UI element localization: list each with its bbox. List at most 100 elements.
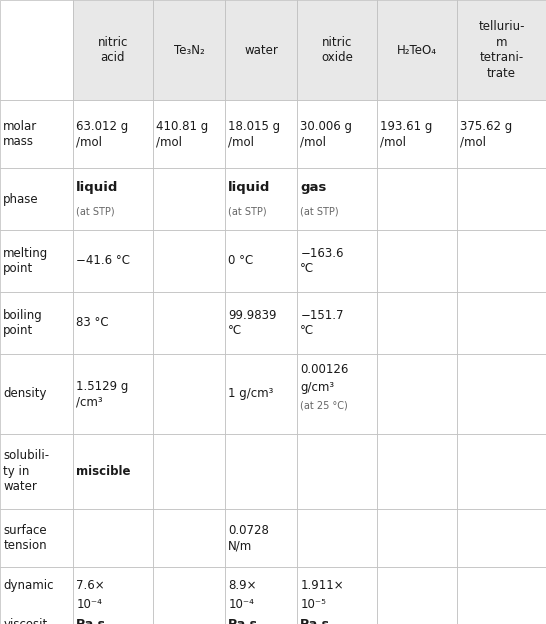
Text: dynamic: dynamic [3,580,54,592]
Bar [457,168,546,230]
Bar [73,100,153,168]
Text: melting
point: melting point [3,246,49,275]
Text: phase: phase [3,192,39,205]
Text: gas: gas [300,182,327,194]
Text: 0.0728
N/m: 0.0728 N/m [228,524,269,552]
Bar [457,567,546,624]
Bar [225,434,297,509]
Bar [297,168,377,230]
Text: g/cm³: g/cm³ [300,381,334,394]
Text: telluriu-
m
tetrani-
trate: telluriu- m tetrani- trate [478,20,525,80]
Text: water: water [244,44,278,57]
Bar [377,292,457,354]
Bar [0,509,73,567]
Bar [153,100,225,168]
Text: 18.015 g
/mol: 18.015 g /mol [228,120,281,149]
Bar [0,168,73,230]
Bar [153,168,225,230]
Bar [225,354,297,434]
Bar [377,0,457,100]
Bar [457,230,546,292]
Text: molar
mass: molar mass [3,120,38,149]
Bar [225,567,297,624]
Bar [297,434,377,509]
Bar [153,434,225,509]
Text: 1.911×: 1.911× [300,580,344,592]
Bar [153,354,225,434]
Bar [0,567,73,624]
Text: liquid: liquid [228,182,271,194]
Text: 10⁻⁵: 10⁻⁵ [300,598,326,612]
Bar [153,292,225,354]
Bar [457,509,546,567]
Bar [377,100,457,168]
Text: (at STP): (at STP) [300,207,339,217]
Bar [73,168,153,230]
Bar [377,567,457,624]
Bar [377,509,457,567]
Bar [225,0,297,100]
Bar [297,354,377,434]
Text: solubili-
ty in
water: solubili- ty in water [3,449,49,494]
Bar [73,434,153,509]
Bar [225,292,297,354]
Bar [0,354,73,434]
Text: 410.81 g
/mol: 410.81 g /mol [156,120,209,149]
Text: viscosit-: viscosit- [3,618,52,624]
Bar [0,0,73,100]
Bar [457,100,546,168]
Text: 1.5129 g
/cm³: 1.5129 g /cm³ [76,380,129,408]
Bar [73,354,153,434]
Text: −163.6
°C: −163.6 °C [300,246,344,275]
Bar [73,0,153,100]
Text: Pa s: Pa s [300,618,329,624]
Text: density: density [3,388,47,401]
Text: Pa s: Pa s [228,618,257,624]
Text: H₂TeO₄: H₂TeO₄ [397,44,437,57]
Bar [297,509,377,567]
Bar [225,230,297,292]
Bar [153,230,225,292]
Text: (at 25 °C): (at 25 °C) [300,401,348,411]
Text: 7.6×: 7.6× [76,580,105,592]
Bar [457,354,546,434]
Bar [297,100,377,168]
Bar [225,100,297,168]
Text: 83 °C: 83 °C [76,316,109,329]
Text: (at STP): (at STP) [76,207,115,217]
Bar [297,567,377,624]
Text: liquid: liquid [76,182,118,194]
Bar [73,230,153,292]
Text: Pa s: Pa s [76,618,105,624]
Bar [457,292,546,354]
Bar [0,292,73,354]
Bar [225,509,297,567]
Text: 10⁻⁴: 10⁻⁴ [76,598,102,612]
Bar [457,0,546,100]
Bar [377,434,457,509]
Text: 30.006 g
/mol: 30.006 g /mol [300,120,352,149]
Text: 1 g/cm³: 1 g/cm³ [228,388,274,401]
Bar [377,230,457,292]
Text: 10⁻⁴: 10⁻⁴ [228,598,254,612]
Text: 8.9×: 8.9× [228,580,257,592]
Bar [0,434,73,509]
Bar [73,292,153,354]
Bar [297,292,377,354]
Text: −151.7
°C: −151.7 °C [300,309,344,337]
Text: boiling
point: boiling point [3,309,43,337]
Text: nitric
acid: nitric acid [98,36,128,64]
Text: (at STP): (at STP) [228,207,267,217]
Bar [153,509,225,567]
Bar [377,354,457,434]
Bar [73,509,153,567]
Bar [0,230,73,292]
Bar [297,0,377,100]
Text: Te₃N₂: Te₃N₂ [174,44,204,57]
Bar [457,434,546,509]
Bar [153,0,225,100]
Text: miscible: miscible [76,465,131,478]
Bar [73,567,153,624]
Text: 0.00126: 0.00126 [300,364,349,376]
Text: 0 °C: 0 °C [228,255,253,268]
